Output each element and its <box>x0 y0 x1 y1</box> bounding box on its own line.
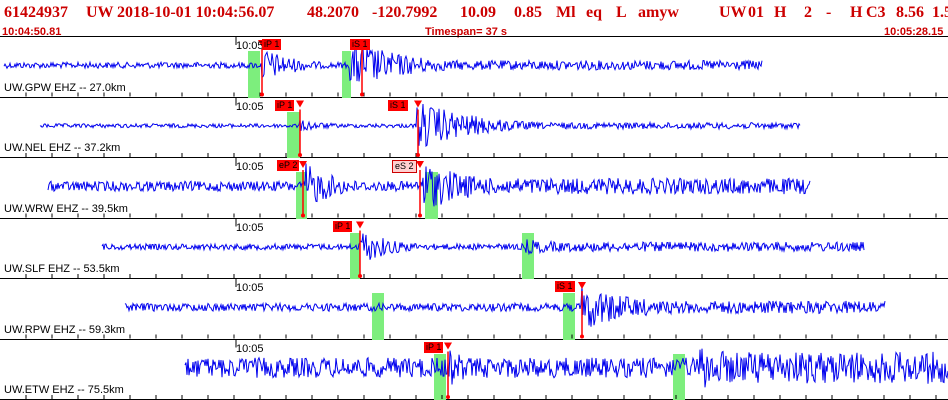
phase-pick-label[interactable]: iP 1 <box>262 39 282 50</box>
start-time: 10:04:50.81 <box>2 26 62 38</box>
version: 01 <box>748 4 764 21</box>
magnitude: 0.85 <box>514 4 542 21</box>
longitude: -120.7992 <box>372 4 438 21</box>
pick-window <box>350 232 360 279</box>
quality: H <box>774 4 787 21</box>
station-label: UW.SLF EHZ -- 53.5km <box>4 263 120 275</box>
trace-panel[interactable] <box>0 219 948 279</box>
dash: - <box>826 4 832 21</box>
value-1: 8.56 <box>896 4 924 21</box>
phase-pick-label[interactable]: eS 2 <box>392 160 417 173</box>
trace-panel[interactable] <box>0 37 948 98</box>
phase-pick-label[interactable]: iS 1 <box>555 281 575 292</box>
phase-pick-label[interactable]: iS 1 <box>388 99 408 111</box>
phase-pick-label[interactable]: iS 1 <box>350 39 370 50</box>
phase-pick-label[interactable]: eP 2 <box>277 160 300 171</box>
station-label: UW.NEL EHZ -- 37.2km <box>4 142 121 154</box>
station-label: UW.WRW EHZ -- 39.5km <box>4 202 128 215</box>
pick-window <box>434 353 446 400</box>
minute-label: 10:05 <box>236 342 264 355</box>
event-header: 61424937 UW 2018-10-01 10:04:56.07 48.20… <box>4 2 948 24</box>
value-2: 1.53 <box>932 4 948 21</box>
event-class: C3 <box>866 4 886 21</box>
magnitude-type: Ml <box>556 4 576 21</box>
station-label: UW.ETW EHZ -- 75.5km <box>4 384 124 396</box>
phase-pick-label[interactable]: iP 1 <box>275 99 295 111</box>
network-code: UW <box>86 4 114 21</box>
trace-area-top-border <box>0 36 948 37</box>
timespan: Timespan= 37 s <box>425 26 508 38</box>
pick-window <box>673 353 685 400</box>
end-time: 10:05:28.15 <box>884 26 944 38</box>
pick-window <box>342 51 351 98</box>
minute-label: 10:05 <box>236 100 264 113</box>
minute-label: 10:05 <box>236 221 264 234</box>
pick-window <box>522 232 534 279</box>
event-id: 61424937 <box>4 4 68 21</box>
latitude: 48.2070 <box>307 4 359 21</box>
pick-window <box>287 111 300 158</box>
pick-window <box>296 172 307 219</box>
trace-panel[interactable] <box>0 158 948 219</box>
pick-window <box>425 172 438 219</box>
depth: 10.09 <box>460 4 496 21</box>
solution-type: H <box>850 4 863 21</box>
trace-panel[interactable] <box>0 98 948 158</box>
station-label: UW.RPW EHZ -- 59.3km <box>4 323 126 336</box>
pick-window <box>563 293 575 340</box>
trace-panel[interactable] <box>0 340 948 400</box>
minute-label: 10:05 <box>236 282 264 294</box>
author: amyw <box>638 4 679 21</box>
event-type: eq <box>586 4 602 21</box>
pick-window <box>248 51 260 98</box>
phase-pick-label[interactable]: iP 1 <box>424 341 444 353</box>
station-label: UW.GPW EHZ -- 27.0km <box>4 81 126 94</box>
event-datetime: 2018-10-01 10:04:56.07 <box>117 4 275 21</box>
pick-window <box>372 293 384 340</box>
minute-label: 10:05 <box>236 40 264 52</box>
phase-pick-label[interactable]: iP 1 <box>333 220 353 232</box>
origin-network: UW <box>719 4 747 21</box>
location-flag: L <box>616 4 627 21</box>
minute-label: 10:05 <box>236 161 264 173</box>
trace-panel[interactable] <box>0 279 948 340</box>
count: 2 <box>804 4 812 21</box>
